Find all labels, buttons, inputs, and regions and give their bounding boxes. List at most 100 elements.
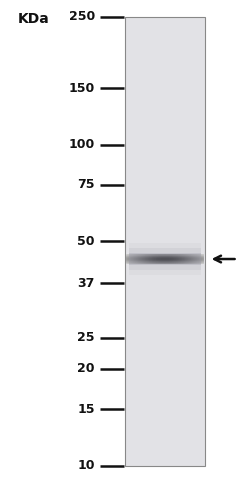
Bar bbox=[190, 261, 191, 262]
Bar bbox=[130, 254, 131, 255]
Bar bbox=[200, 260, 201, 261]
Bar bbox=[193, 262, 194, 263]
Bar bbox=[185, 261, 186, 262]
Bar bbox=[134, 254, 135, 255]
Bar bbox=[165, 256, 166, 257]
Bar bbox=[154, 255, 155, 256]
Bar bbox=[179, 263, 180, 264]
Bar bbox=[149, 257, 150, 258]
Bar bbox=[152, 262, 153, 263]
Bar bbox=[149, 254, 150, 255]
Bar bbox=[178, 261, 179, 262]
Bar bbox=[188, 260, 189, 261]
Bar bbox=[159, 258, 160, 259]
Bar bbox=[192, 261, 193, 262]
Bar bbox=[184, 257, 185, 258]
Bar bbox=[151, 259, 152, 260]
Bar bbox=[146, 254, 147, 255]
Bar bbox=[195, 258, 196, 259]
Bar bbox=[196, 258, 197, 259]
Bar bbox=[136, 258, 137, 259]
Bar bbox=[157, 259, 158, 260]
Bar bbox=[196, 254, 197, 255]
Bar bbox=[194, 257, 195, 258]
Bar bbox=[161, 258, 162, 259]
Bar bbox=[185, 253, 186, 254]
Bar bbox=[136, 253, 137, 254]
Bar bbox=[148, 262, 149, 263]
Bar bbox=[137, 257, 138, 258]
Bar bbox=[165, 255, 166, 256]
Bar bbox=[198, 259, 199, 260]
Bar bbox=[143, 258, 144, 259]
Bar bbox=[159, 253, 160, 254]
Bar bbox=[173, 260, 174, 261]
Bar bbox=[140, 254, 141, 255]
Bar bbox=[137, 255, 138, 256]
Bar bbox=[152, 260, 153, 261]
Bar bbox=[134, 256, 135, 257]
Bar bbox=[199, 261, 200, 262]
Bar bbox=[168, 256, 169, 257]
Bar bbox=[135, 254, 136, 255]
Bar bbox=[153, 263, 154, 264]
Bar bbox=[128, 261, 129, 262]
Bar bbox=[157, 262, 158, 263]
Bar bbox=[140, 261, 141, 262]
Bar bbox=[162, 259, 163, 260]
Bar bbox=[159, 261, 160, 262]
Bar bbox=[198, 254, 199, 255]
Bar bbox=[181, 254, 182, 255]
Bar bbox=[130, 261, 131, 262]
Bar bbox=[185, 262, 186, 263]
Bar bbox=[134, 258, 135, 259]
Bar bbox=[180, 257, 181, 258]
Bar bbox=[190, 258, 191, 259]
Bar bbox=[145, 262, 146, 263]
Bar bbox=[129, 254, 130, 255]
Bar bbox=[161, 254, 162, 255]
Bar bbox=[173, 257, 174, 258]
Bar bbox=[203, 261, 204, 262]
Bar bbox=[144, 259, 145, 260]
Bar bbox=[199, 263, 200, 264]
Bar bbox=[189, 256, 190, 257]
Bar bbox=[194, 263, 195, 264]
Bar bbox=[179, 263, 180, 264]
Bar bbox=[149, 260, 150, 261]
Bar bbox=[165, 256, 166, 257]
Bar bbox=[136, 261, 137, 262]
Bar bbox=[151, 258, 152, 259]
Bar bbox=[136, 259, 137, 260]
Bar bbox=[194, 262, 195, 263]
Bar bbox=[173, 262, 174, 263]
Bar bbox=[192, 259, 193, 260]
Bar bbox=[174, 254, 175, 255]
Bar bbox=[166, 260, 167, 261]
Bar bbox=[126, 260, 127, 261]
Bar bbox=[196, 260, 197, 261]
Bar bbox=[202, 262, 203, 263]
Bar bbox=[177, 257, 178, 258]
Bar bbox=[190, 261, 191, 262]
Bar bbox=[164, 254, 165, 255]
Bar bbox=[164, 257, 165, 258]
Bar bbox=[180, 263, 181, 264]
Bar bbox=[134, 260, 135, 261]
Bar bbox=[174, 254, 175, 255]
Bar bbox=[128, 258, 129, 259]
Bar bbox=[197, 261, 198, 262]
Bar bbox=[168, 255, 169, 256]
Bar bbox=[163, 258, 164, 259]
Bar bbox=[173, 253, 174, 254]
Bar bbox=[198, 262, 199, 263]
Bar bbox=[157, 261, 158, 262]
Bar bbox=[149, 262, 150, 263]
Bar bbox=[174, 263, 175, 264]
Bar bbox=[166, 256, 167, 257]
Bar bbox=[142, 260, 143, 261]
Bar bbox=[145, 258, 146, 259]
Bar bbox=[199, 254, 200, 255]
Bar bbox=[171, 258, 172, 259]
Bar bbox=[137, 260, 138, 261]
